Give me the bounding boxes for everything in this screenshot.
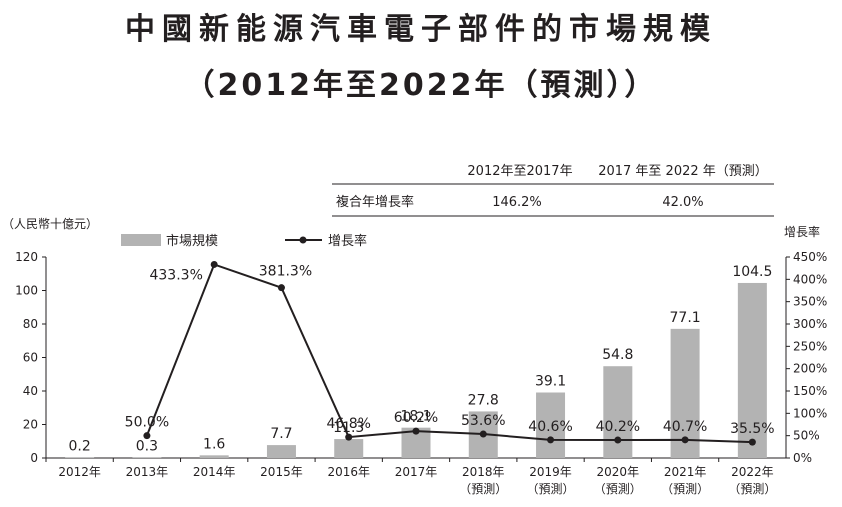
x-tick-label: （預測） xyxy=(527,482,575,496)
bar-value-label: 1.6 xyxy=(203,436,225,452)
growth-rate-label: 50.0% xyxy=(125,415,169,431)
bar-value-label: 11.3 xyxy=(333,420,364,436)
x-tick-label: 2014年 xyxy=(193,465,236,479)
bar-value-label: 0.3 xyxy=(136,438,158,454)
growth-rate-label: 35.5% xyxy=(730,421,774,437)
right-axis-label: 增長率 xyxy=(784,224,820,239)
bar xyxy=(199,455,229,458)
x-tick-label: （預測） xyxy=(594,482,642,496)
legend-line-marker xyxy=(299,236,307,244)
table-header-2017-2022: 2017 年至 2022 年（預測） xyxy=(598,164,768,179)
bar xyxy=(266,445,296,458)
left-tick-label: 80 xyxy=(23,317,38,331)
growth-point xyxy=(614,436,622,444)
bar xyxy=(603,366,633,458)
growth-point xyxy=(547,436,555,444)
x-tick-label: 2022年 xyxy=(731,465,774,479)
x-tick-label: （預測） xyxy=(661,482,709,496)
growth-line xyxy=(145,263,753,444)
legend-bar-label: 市場規模 xyxy=(166,233,218,249)
growth-rate-label: 60.2% xyxy=(394,410,438,426)
right-tick-label: 150% xyxy=(793,384,827,398)
growth-point xyxy=(277,284,285,292)
growth-point xyxy=(412,427,420,435)
table-value-2012-2017: 146.2% xyxy=(492,195,542,210)
right-tick-label: 400% xyxy=(793,272,827,286)
table-header-2012-2017: 2012年至2017年 xyxy=(467,164,572,179)
legend: 市場規模 增長率 xyxy=(121,233,367,249)
growth-line-series xyxy=(143,260,756,446)
x-tick-label: 2017年 xyxy=(395,465,438,479)
right-axis-ticks: 0% 50% 100% 150% 200% 250% 300% 350% 400% 450% xyxy=(786,250,827,465)
left-tick-label: 40 xyxy=(23,384,38,398)
left-axis-label: （人民幣十億元） xyxy=(2,217,98,231)
left-tick-label: 0 xyxy=(30,451,38,465)
growth-rate-label: 40.6% xyxy=(528,419,572,435)
bar xyxy=(132,457,162,458)
left-tick-label: 120 xyxy=(15,250,38,264)
x-tick-label: 2021年 xyxy=(664,465,707,479)
cagr-table: 2012年至2017年 2017 年至 2022 年（預測） 複合年增長率 14… xyxy=(332,164,774,217)
table-value-2017-2022: 42.0% xyxy=(662,195,703,210)
right-tick-label: 50% xyxy=(793,429,820,443)
x-tick-label: 2013年 xyxy=(126,465,169,479)
growth-point xyxy=(210,260,218,268)
bar-value-labels: 0.2 0.3 1.6 7.7 11.3 18.1 27.8 39.1 54.8 77.1 104.… xyxy=(69,264,773,455)
growth-rate-labels: 50.0% 433.3% 381.3% 46.8% 60.2% 53.6% 40.6% 40.… xyxy=(125,264,775,437)
growth-rate-label: 46.8% xyxy=(326,416,370,432)
x-tick-label: （預測） xyxy=(728,482,776,496)
bar-value-label: 0.2 xyxy=(69,439,91,455)
growth-rate-label: 381.3% xyxy=(259,264,312,280)
table-row-label: 複合年增長率 xyxy=(336,194,414,210)
right-tick-label: 0% xyxy=(793,451,812,465)
growth-point xyxy=(748,438,756,446)
right-tick-label: 100% xyxy=(793,406,827,420)
bar-value-label: 77.1 xyxy=(670,310,701,326)
x-axis-categories: 2012年 2013年 2014年 2015年 2016年 2017年 2018年 （預測） 2… xyxy=(45,458,776,496)
legend-line-label: 增長率 xyxy=(328,233,367,249)
right-tick-label: 200% xyxy=(793,362,827,376)
x-tick-label: 2012年 xyxy=(58,465,101,479)
right-tick-label: 450% xyxy=(793,250,827,264)
left-axis-ticks: 0 20 40 60 80 100 120 xyxy=(15,250,46,465)
right-tick-label: 350% xyxy=(793,295,827,309)
right-tick-label: 300% xyxy=(793,317,827,331)
chart-title: 中國新能源汽車電子部件的市場規模 xyxy=(125,12,717,47)
x-tick-label: 2015年 xyxy=(260,465,303,479)
bar-value-label: 27.8 xyxy=(468,392,499,408)
growth-point xyxy=(681,436,689,444)
bar xyxy=(536,392,566,458)
bar xyxy=(737,282,767,458)
bar-value-label: 18.1 xyxy=(400,409,431,425)
growth-point xyxy=(479,430,487,438)
bar-value-label: 54.8 xyxy=(602,347,633,363)
bar-value-label: 39.1 xyxy=(535,374,566,390)
growth-point xyxy=(143,432,151,440)
chart-subtitle: （2012年至2022年（預測）） xyxy=(184,68,658,103)
left-tick-label: 20 xyxy=(23,418,38,432)
right-tick-label: 250% xyxy=(793,339,827,353)
left-tick-label: 100 xyxy=(15,284,38,298)
bar-value-label: 104.5 xyxy=(732,264,772,280)
x-tick-label: 2018年 xyxy=(462,465,505,479)
x-tick-label: 2020年 xyxy=(597,465,640,479)
growth-point xyxy=(345,433,353,441)
bar xyxy=(65,457,95,458)
left-tick-label: 60 xyxy=(23,351,38,365)
x-tick-label: 2016年 xyxy=(327,465,370,479)
growth-rate-label: 40.7% xyxy=(663,419,707,435)
legend-bar-swatch xyxy=(121,234,161,246)
bar-value-label: 7.7 xyxy=(270,426,292,442)
x-tick-label: 2019年 xyxy=(529,465,572,479)
x-tick-label: （預測） xyxy=(459,482,507,496)
growth-rate-label: 433.3% xyxy=(149,267,202,283)
growth-rate-label: 53.6% xyxy=(461,413,505,429)
growth-rate-label: 40.2% xyxy=(596,419,640,435)
bar xyxy=(334,439,364,458)
